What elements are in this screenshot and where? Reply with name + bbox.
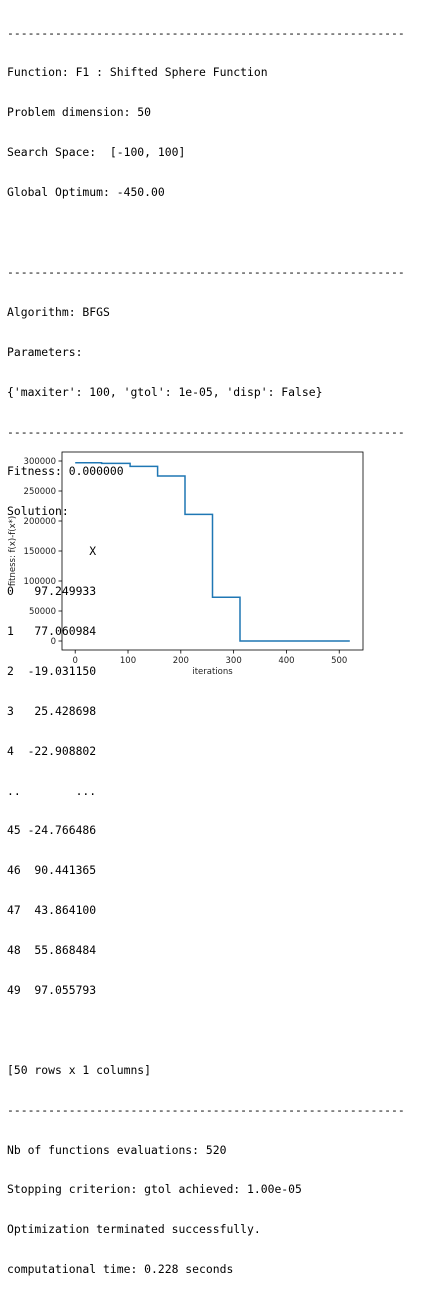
separator: ----------------------------------------… [7,26,405,40]
x-tick-label: 300 [226,656,242,666]
problem-dimension: Problem dimension: 50 [7,105,152,120]
solution-row: 49 97.055793 [7,982,97,997]
solution-label: Solution: [7,504,69,519]
solution-row: 4 -22.908802 [7,743,97,758]
separator: ----------------------------------------… [7,265,405,279]
y-tick-label: 100000 [24,577,56,587]
y-tick-label: 300000 [24,457,56,467]
solution-row: 46 90.441365 [7,863,97,878]
x-tick-label: 100 [120,656,136,666]
solution-column-header: X [7,544,97,559]
x-tick-label: 500 [331,656,347,666]
plot-frame [61,451,364,651]
solution-row: 1 77.060984 [7,623,97,638]
series-line [75,462,350,642]
computational-time: computational time: 0.228 seconds [7,1262,234,1277]
solution-row: 0 97.249933 [7,584,97,599]
search-space: Search Space: [-100, 100] [7,145,186,160]
algorithm-name: Algorithm: BFGS [7,304,110,319]
solution-shape: [50 rows x 1 columns] [7,1062,152,1077]
parameters-label: Parameters: [7,344,83,359]
fitness-value: Fitness: 0.000000 [7,464,124,479]
function-name: Function: F1 : Shifted Sphere Function [7,65,268,80]
x-tick-label: 0 [72,656,77,666]
y-tick-label: 50000 [29,607,56,617]
y-tick-label: 200000 [24,517,56,527]
separator: ----------------------------------------… [7,1103,405,1117]
y-tick-label: 0 [51,637,56,647]
y-axis-label: fitness: f(x)-f(x*) [8,516,18,586]
x-axis-label: iterations [192,667,233,677]
convergence-chart: 0 100 200 300 400 500 0 50000 100000 150000 200000… [8,451,364,677]
separator: ----------------------------------------… [7,425,405,439]
parameters-value: {'maxiter': 100, 'gtol': 1e-05, 'disp': … [7,384,323,399]
solution-row: 47 43.864100 [7,903,97,918]
x-tick-label: 200 [173,656,189,666]
solution-row-ellipsis: .. ... [7,783,97,798]
x-tick-label: 400 [278,656,294,666]
y-tick-label: 250000 [24,487,56,497]
solution-row: 45 -24.766486 [7,823,97,838]
solution-row: 3 25.428698 [7,703,97,718]
evaluation-count: Nb of functions evaluations: 520 [7,1142,227,1157]
y-tick-label: 150000 [24,547,56,557]
solution-row: 2 -19.031150 [7,663,97,678]
termination-message: Optimization terminated successfully. [7,1222,261,1237]
stopping-criterion: Stopping criterion: gtol achieved: 1.00e… [7,1182,302,1197]
chart-ticks: 0 100 200 300 400 500 0 50000 100000 150000 200000… [24,457,348,666]
global-optimum: Global Optimum: -450.00 [7,185,165,200]
solution-row: 48 55.868484 [7,943,97,958]
